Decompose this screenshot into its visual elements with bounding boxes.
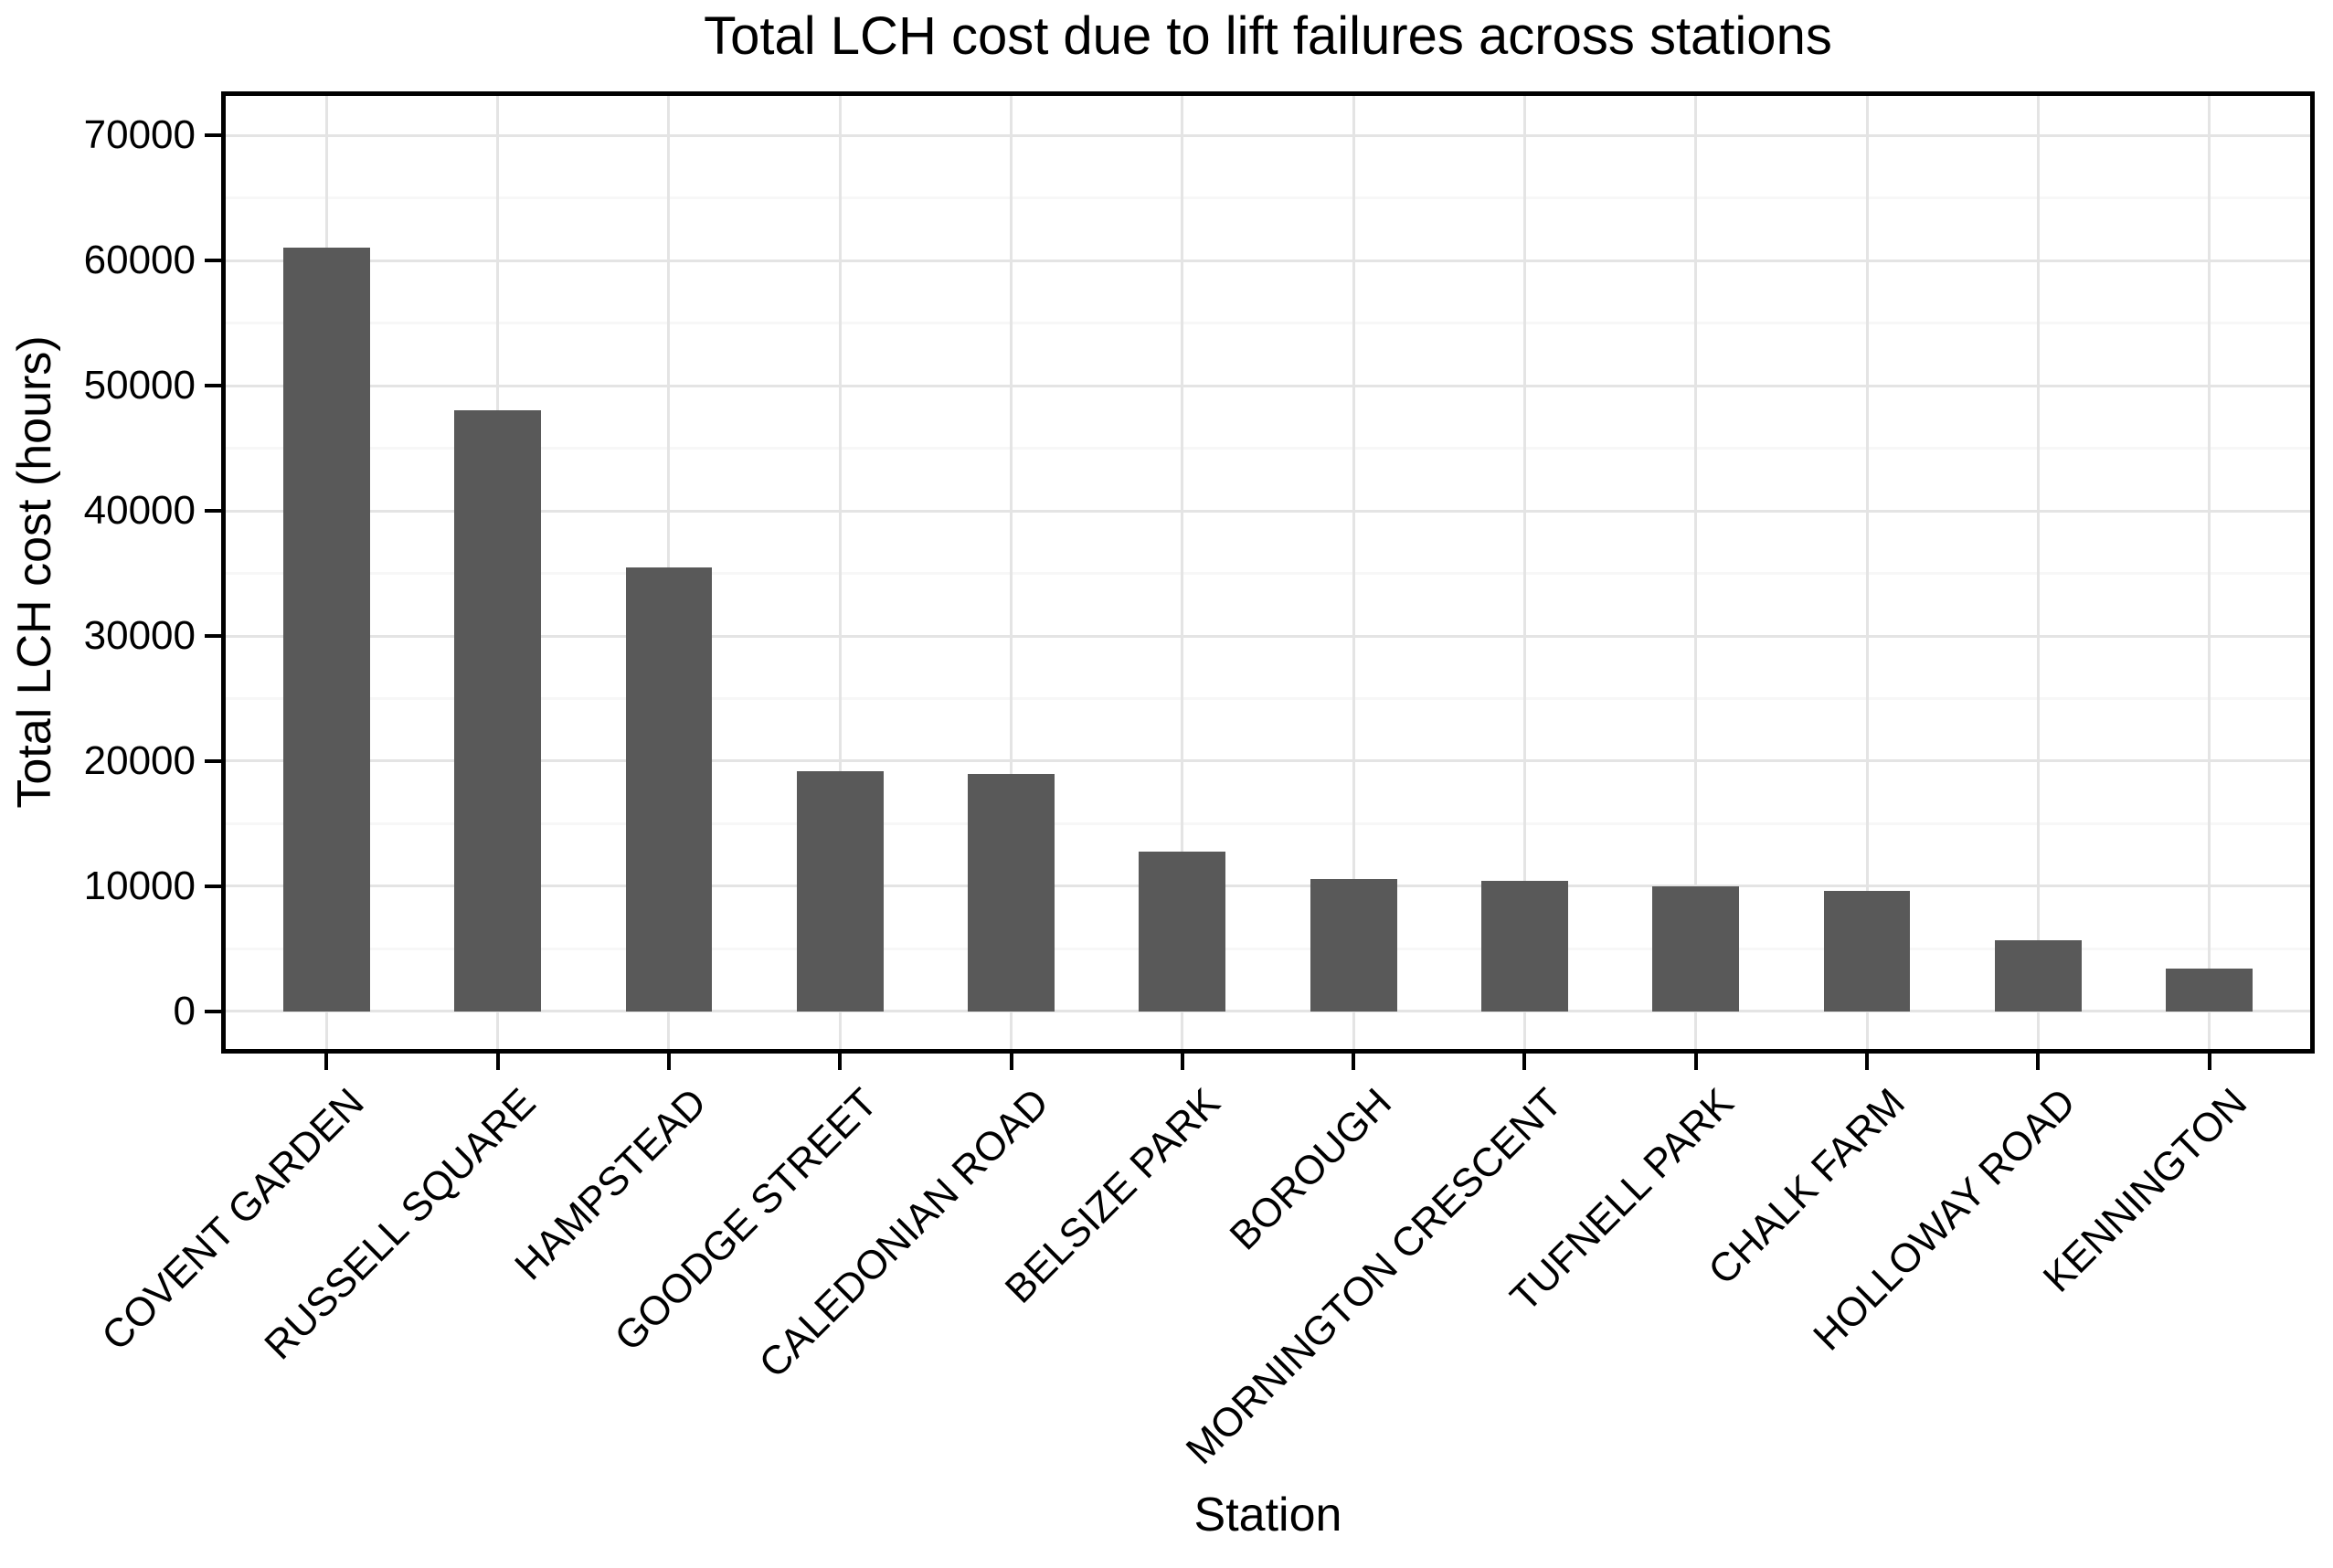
x-tick-label: CALEDONIAN ROAD (750, 1080, 1058, 1387)
y-tick-mark (205, 133, 221, 138)
bar (1139, 851, 1226, 1012)
vertical-gridline (1865, 94, 1869, 1051)
y-tick-label: 20000 (83, 737, 196, 783)
x-tick-mark (666, 1054, 671, 1070)
bar (2166, 969, 2253, 1012)
minor-gridline (224, 447, 2312, 450)
y-tick-mark (205, 884, 221, 888)
major-gridline (224, 509, 2312, 513)
bar (1652, 885, 1740, 1012)
bar (968, 773, 1055, 1012)
x-tick-mark (324, 1054, 329, 1070)
y-tick-label: 50000 (83, 363, 196, 408)
bar (1310, 878, 1397, 1012)
x-axis-title: Station (1193, 1489, 1342, 1542)
x-tick-mark (2207, 1054, 2211, 1070)
vertical-gridline (1010, 94, 1013, 1051)
x-tick-mark (1009, 1054, 1013, 1070)
bar (1994, 939, 2082, 1012)
x-tick-mark (1693, 1054, 1698, 1070)
major-gridline (224, 384, 2312, 387)
y-tick-mark (205, 758, 221, 763)
y-tick-label: 70000 (83, 112, 196, 158)
major-gridline (224, 885, 2312, 888)
x-tick-mark (1522, 1054, 1527, 1070)
y-tick-label: 30000 (83, 613, 196, 658)
major-gridline (224, 759, 2312, 763)
vertical-gridline (2208, 94, 2211, 1051)
chart-title: Total LCH cost due to lift failures acro… (704, 6, 1832, 66)
vertical-gridline (1181, 94, 1184, 1051)
x-tick-label: BOROUGH (1221, 1080, 1400, 1259)
x-tick-mark (1180, 1054, 1184, 1070)
minor-gridline (224, 947, 2312, 950)
major-gridline (224, 259, 2312, 262)
vertical-gridline (2036, 94, 2040, 1051)
vertical-gridline (1694, 94, 1698, 1051)
bar (282, 248, 370, 1012)
y-tick-mark (205, 634, 221, 638)
bar (796, 770, 884, 1012)
vertical-gridline (1352, 94, 1355, 1051)
x-tick-mark (2036, 1054, 2041, 1070)
minor-gridline (224, 572, 2312, 576)
y-tick-mark (205, 259, 221, 263)
y-tick-label: 40000 (83, 488, 196, 534)
x-tick-mark (1352, 1054, 1356, 1070)
y-tick-mark (205, 1009, 221, 1013)
y-tick-mark (205, 384, 221, 388)
minor-gridline (224, 821, 2312, 825)
x-tick-mark (1865, 1054, 1870, 1070)
bar (1481, 880, 1568, 1012)
bar (1823, 890, 1911, 1012)
y-tick-label: 0 (173, 988, 196, 1033)
x-tick-mark (838, 1054, 843, 1070)
minor-gridline (224, 322, 2312, 325)
bar (625, 567, 713, 1012)
major-gridline (224, 133, 2312, 137)
major-gridline (224, 634, 2312, 638)
y-tick-mark (205, 509, 221, 514)
x-tick-mark (495, 1054, 500, 1070)
y-tick-label: 10000 (83, 863, 196, 908)
y-tick-label: 60000 (83, 238, 196, 283)
bar (454, 410, 542, 1012)
minor-gridline (224, 696, 2312, 700)
minor-gridline (224, 196, 2312, 200)
major-gridline (224, 1010, 2312, 1013)
vertical-gridline (1522, 94, 1526, 1051)
vertical-gridline (838, 94, 842, 1051)
